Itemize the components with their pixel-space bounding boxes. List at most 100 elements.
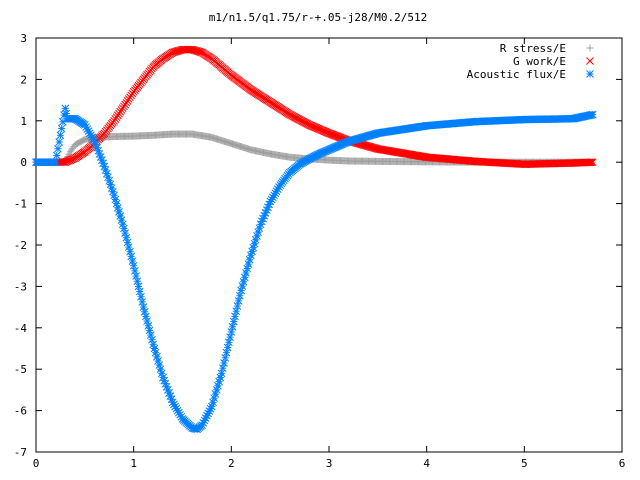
- data-point: [54, 144, 62, 153]
- y-tick-label: -6: [14, 405, 27, 418]
- data-point: [122, 233, 131, 242]
- data-point: [234, 297, 243, 305]
- data-point: [126, 247, 134, 256]
- legend-marker: [586, 44, 594, 52]
- y-tick-label: 2: [20, 73, 27, 86]
- data-point: [146, 331, 155, 339]
- y-tick-label: -3: [14, 280, 27, 293]
- y-tick-label: -1: [14, 198, 27, 211]
- data-point: [66, 148, 74, 156]
- data-point: [233, 302, 242, 310]
- data-point: [117, 216, 126, 225]
- x-tick-label: 6: [619, 457, 626, 470]
- data-point: [588, 110, 597, 119]
- legend-label: G work/E: [513, 55, 566, 68]
- data-point: [585, 158, 594, 167]
- data-point: [142, 312, 150, 321]
- data-point: [131, 267, 139, 275]
- data-point: [51, 158, 60, 167]
- data-point: [134, 282, 143, 291]
- data-point: [240, 273, 249, 282]
- data-point: [151, 348, 160, 357]
- data-point: [55, 138, 64, 146]
- y-tick-label: 0: [20, 156, 27, 169]
- data-point: [116, 212, 125, 220]
- legend-marker: [586, 57, 594, 65]
- data-point: [239, 277, 248, 286]
- chart-title: m1/n1.5/q1.75/r-+.05-j28/M0.2/512: [209, 11, 428, 24]
- y-tick-label: -2: [14, 239, 27, 252]
- data-point: [220, 359, 228, 367]
- series-1: [32, 45, 597, 169]
- data-point: [140, 307, 149, 316]
- legend-label: R stress/E: [500, 42, 566, 55]
- data-point: [245, 255, 254, 264]
- data-point: [217, 369, 226, 378]
- x-tick-label: 3: [326, 457, 333, 470]
- data-point: [148, 335, 156, 344]
- data-point: [129, 261, 138, 270]
- data-point: [586, 158, 595, 167]
- x-tick-label: 1: [130, 457, 137, 470]
- data-point: [127, 252, 136, 261]
- data-point: [222, 348, 231, 357]
- y-tick-label: 3: [20, 32, 27, 45]
- data-point: [56, 131, 65, 140]
- data-point: [225, 338, 233, 347]
- data-point: [135, 287, 144, 296]
- data-point: [256, 220, 265, 229]
- data-point: [587, 158, 596, 167]
- y-tick-label: -5: [14, 363, 27, 376]
- data-point: [138, 298, 147, 306]
- data-point: [243, 264, 252, 273]
- data-point: [143, 317, 151, 325]
- data-point: [52, 151, 61, 160]
- series-layer: [32, 45, 597, 434]
- data-point: [244, 260, 253, 269]
- data-point: [227, 328, 236, 336]
- data-point: [237, 286, 245, 295]
- data-point: [133, 277, 142, 286]
- data-point: [69, 144, 77, 152]
- y-tick-label: -7: [14, 446, 27, 459]
- data-point: [174, 408, 183, 417]
- series-2: [32, 104, 597, 434]
- data-point: [128, 257, 137, 265]
- data-point: [238, 282, 247, 290]
- data-point: [145, 326, 154, 335]
- data-point: [588, 158, 597, 167]
- data-point: [242, 269, 250, 277]
- data-point: [120, 224, 128, 233]
- data-point: [229, 317, 238, 326]
- x-tick-label: 5: [521, 457, 528, 470]
- data-point: [236, 291, 244, 300]
- data-point: [260, 211, 269, 220]
- data-point: [223, 343, 232, 352]
- data-point: [226, 333, 234, 341]
- legend-label: Acoustic flux/E: [467, 68, 566, 81]
- legend-marker: [586, 70, 594, 78]
- data-point: [228, 322, 237, 331]
- data-point: [218, 364, 227, 373]
- data-point: [101, 166, 110, 174]
- data-point: [196, 48, 205, 56]
- data-point: [231, 312, 239, 321]
- axes-layer: 0 1 2 3 4 5 6 3 2 1 0 -1 -2 -3 -4 -5 -6 -7: [14, 32, 626, 470]
- data-point: [121, 229, 129, 237]
- data-point: [124, 243, 133, 251]
- data-point: [221, 353, 230, 362]
- data-point: [198, 421, 206, 429]
- x-tick-label: 0: [33, 457, 40, 470]
- x-tick-label: 4: [423, 457, 430, 470]
- y-tick-label: -4: [14, 322, 28, 335]
- data-point: [144, 321, 153, 330]
- data-point: [57, 124, 66, 133]
- data-point: [137, 292, 145, 301]
- x-tick-label: 2: [228, 457, 235, 470]
- data-point: [209, 398, 217, 407]
- data-point: [67, 146, 75, 154]
- data-point: [139, 303, 148, 311]
- y-tick-label: 1: [20, 115, 27, 128]
